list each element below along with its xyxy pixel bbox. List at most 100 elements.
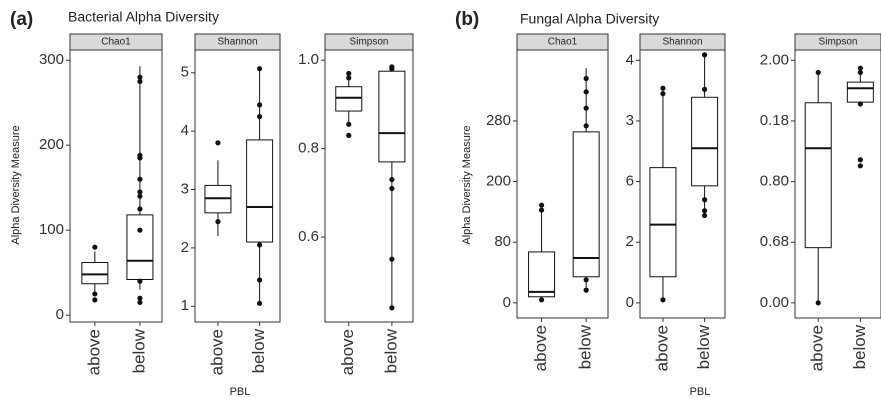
facet-strip-label: Shannon bbox=[662, 37, 702, 48]
x-tick-label: below bbox=[129, 328, 148, 373]
x-tick-label: above bbox=[207, 329, 226, 375]
y-tick-label: 1.0 bbox=[298, 51, 319, 68]
y-tick-label: 4 bbox=[181, 122, 189, 139]
y-tick-label: 3 bbox=[181, 180, 189, 197]
x-tick-label: above bbox=[808, 325, 827, 371]
y-tick-label: 2 bbox=[181, 239, 189, 256]
outlier bbox=[389, 256, 395, 262]
outlier bbox=[660, 85, 666, 91]
outlier bbox=[538, 297, 545, 303]
box bbox=[846, 81, 874, 103]
facet-strip-label: Shannon bbox=[217, 37, 257, 48]
y-tick-label: 0 bbox=[503, 294, 511, 311]
outlier bbox=[137, 206, 143, 212]
outlier bbox=[346, 75, 352, 81]
y-tick-label: 1 bbox=[181, 297, 189, 314]
y-tick-label: 300 bbox=[39, 51, 64, 68]
outlier bbox=[538, 202, 545, 208]
outlier bbox=[815, 69, 821, 76]
outlier bbox=[257, 277, 263, 283]
outlier bbox=[137, 189, 143, 195]
outlier bbox=[257, 113, 263, 120]
x-tick-label: below bbox=[381, 328, 400, 373]
y-tick-label: 3 bbox=[626, 112, 634, 129]
y-tick-label: 5 bbox=[181, 64, 189, 81]
outlier bbox=[137, 278, 143, 284]
outlier bbox=[389, 305, 395, 311]
box bbox=[335, 86, 363, 112]
box bbox=[126, 214, 154, 280]
outlier bbox=[538, 207, 545, 213]
y-tick-label: 0.8 bbox=[298, 140, 319, 157]
y-tick-label: 200 bbox=[39, 136, 64, 153]
outlier bbox=[702, 52, 708, 58]
y-tick-label: 0.6 bbox=[298, 228, 319, 245]
box bbox=[81, 262, 109, 285]
box bbox=[246, 139, 274, 243]
outlier bbox=[137, 193, 143, 199]
outlier bbox=[660, 91, 666, 97]
facet-strip-label: Simpson bbox=[350, 37, 389, 48]
outlier bbox=[389, 176, 395, 183]
outlier bbox=[257, 66, 263, 72]
panel-title: Fungal Alpha Diversity bbox=[520, 11, 659, 27]
outlier bbox=[702, 86, 708, 93]
y-tick-label: 200 bbox=[486, 173, 511, 190]
y-axis-label: Alpha Diversity Measure bbox=[461, 125, 473, 244]
y-tick-label: 0.00 bbox=[760, 294, 789, 311]
box bbox=[649, 167, 677, 278]
y-tick-label: 280 bbox=[486, 112, 511, 129]
outlier bbox=[92, 244, 98, 250]
outlier bbox=[215, 219, 221, 225]
outlier bbox=[583, 89, 589, 95]
panel-label: (b) bbox=[455, 9, 479, 30]
outlier bbox=[137, 295, 143, 301]
y-tick-label: 0.18 bbox=[760, 112, 789, 129]
outlier bbox=[583, 105, 589, 111]
y-tick-label: 4 bbox=[626, 51, 634, 68]
outlier bbox=[92, 297, 98, 303]
y-tick-label: 2 bbox=[626, 233, 634, 250]
facet-strip-label: Chao1 bbox=[548, 37, 578, 48]
outlier bbox=[137, 176, 143, 182]
outlier bbox=[583, 287, 589, 293]
outlier bbox=[137, 227, 143, 233]
outlier bbox=[857, 69, 863, 76]
outlier bbox=[389, 66, 395, 72]
box bbox=[804, 102, 832, 249]
y-tick-label: 0 bbox=[626, 294, 634, 311]
outlier bbox=[857, 163, 863, 169]
outlier bbox=[389, 185, 395, 192]
panel-title: Bacterial Alpha Diversity bbox=[68, 9, 219, 25]
outlier bbox=[137, 299, 143, 306]
y-tick-label: 100 bbox=[39, 221, 64, 238]
outlier bbox=[857, 157, 863, 163]
x-tick-label: below bbox=[249, 328, 268, 373]
outlier bbox=[346, 121, 352, 127]
outlier bbox=[583, 277, 589, 283]
outlier bbox=[346, 70, 352, 77]
outlier bbox=[92, 291, 98, 297]
x-tick-label: above bbox=[338, 329, 357, 375]
outlier bbox=[815, 300, 821, 306]
y-tick-label: 6 bbox=[626, 173, 634, 190]
y-tick-label: 0.68 bbox=[760, 233, 789, 250]
outlier bbox=[660, 297, 666, 303]
outlier bbox=[702, 208, 708, 214]
outlier bbox=[257, 242, 263, 248]
outlier bbox=[137, 152, 143, 158]
x-tick-label: below bbox=[694, 324, 713, 369]
outlier bbox=[857, 65, 863, 71]
x-axis-label: PBL bbox=[230, 386, 251, 398]
outlier bbox=[137, 74, 143, 80]
box bbox=[691, 96, 719, 187]
panel-label: (a) bbox=[10, 9, 33, 30]
x-tick-label: below bbox=[576, 324, 595, 369]
outlier bbox=[215, 140, 221, 146]
outlier bbox=[583, 75, 589, 82]
box bbox=[378, 70, 406, 163]
x-tick-label: above bbox=[652, 325, 671, 371]
x-tick-label: below bbox=[850, 324, 869, 369]
y-tick-label: 0.80 bbox=[760, 173, 789, 190]
